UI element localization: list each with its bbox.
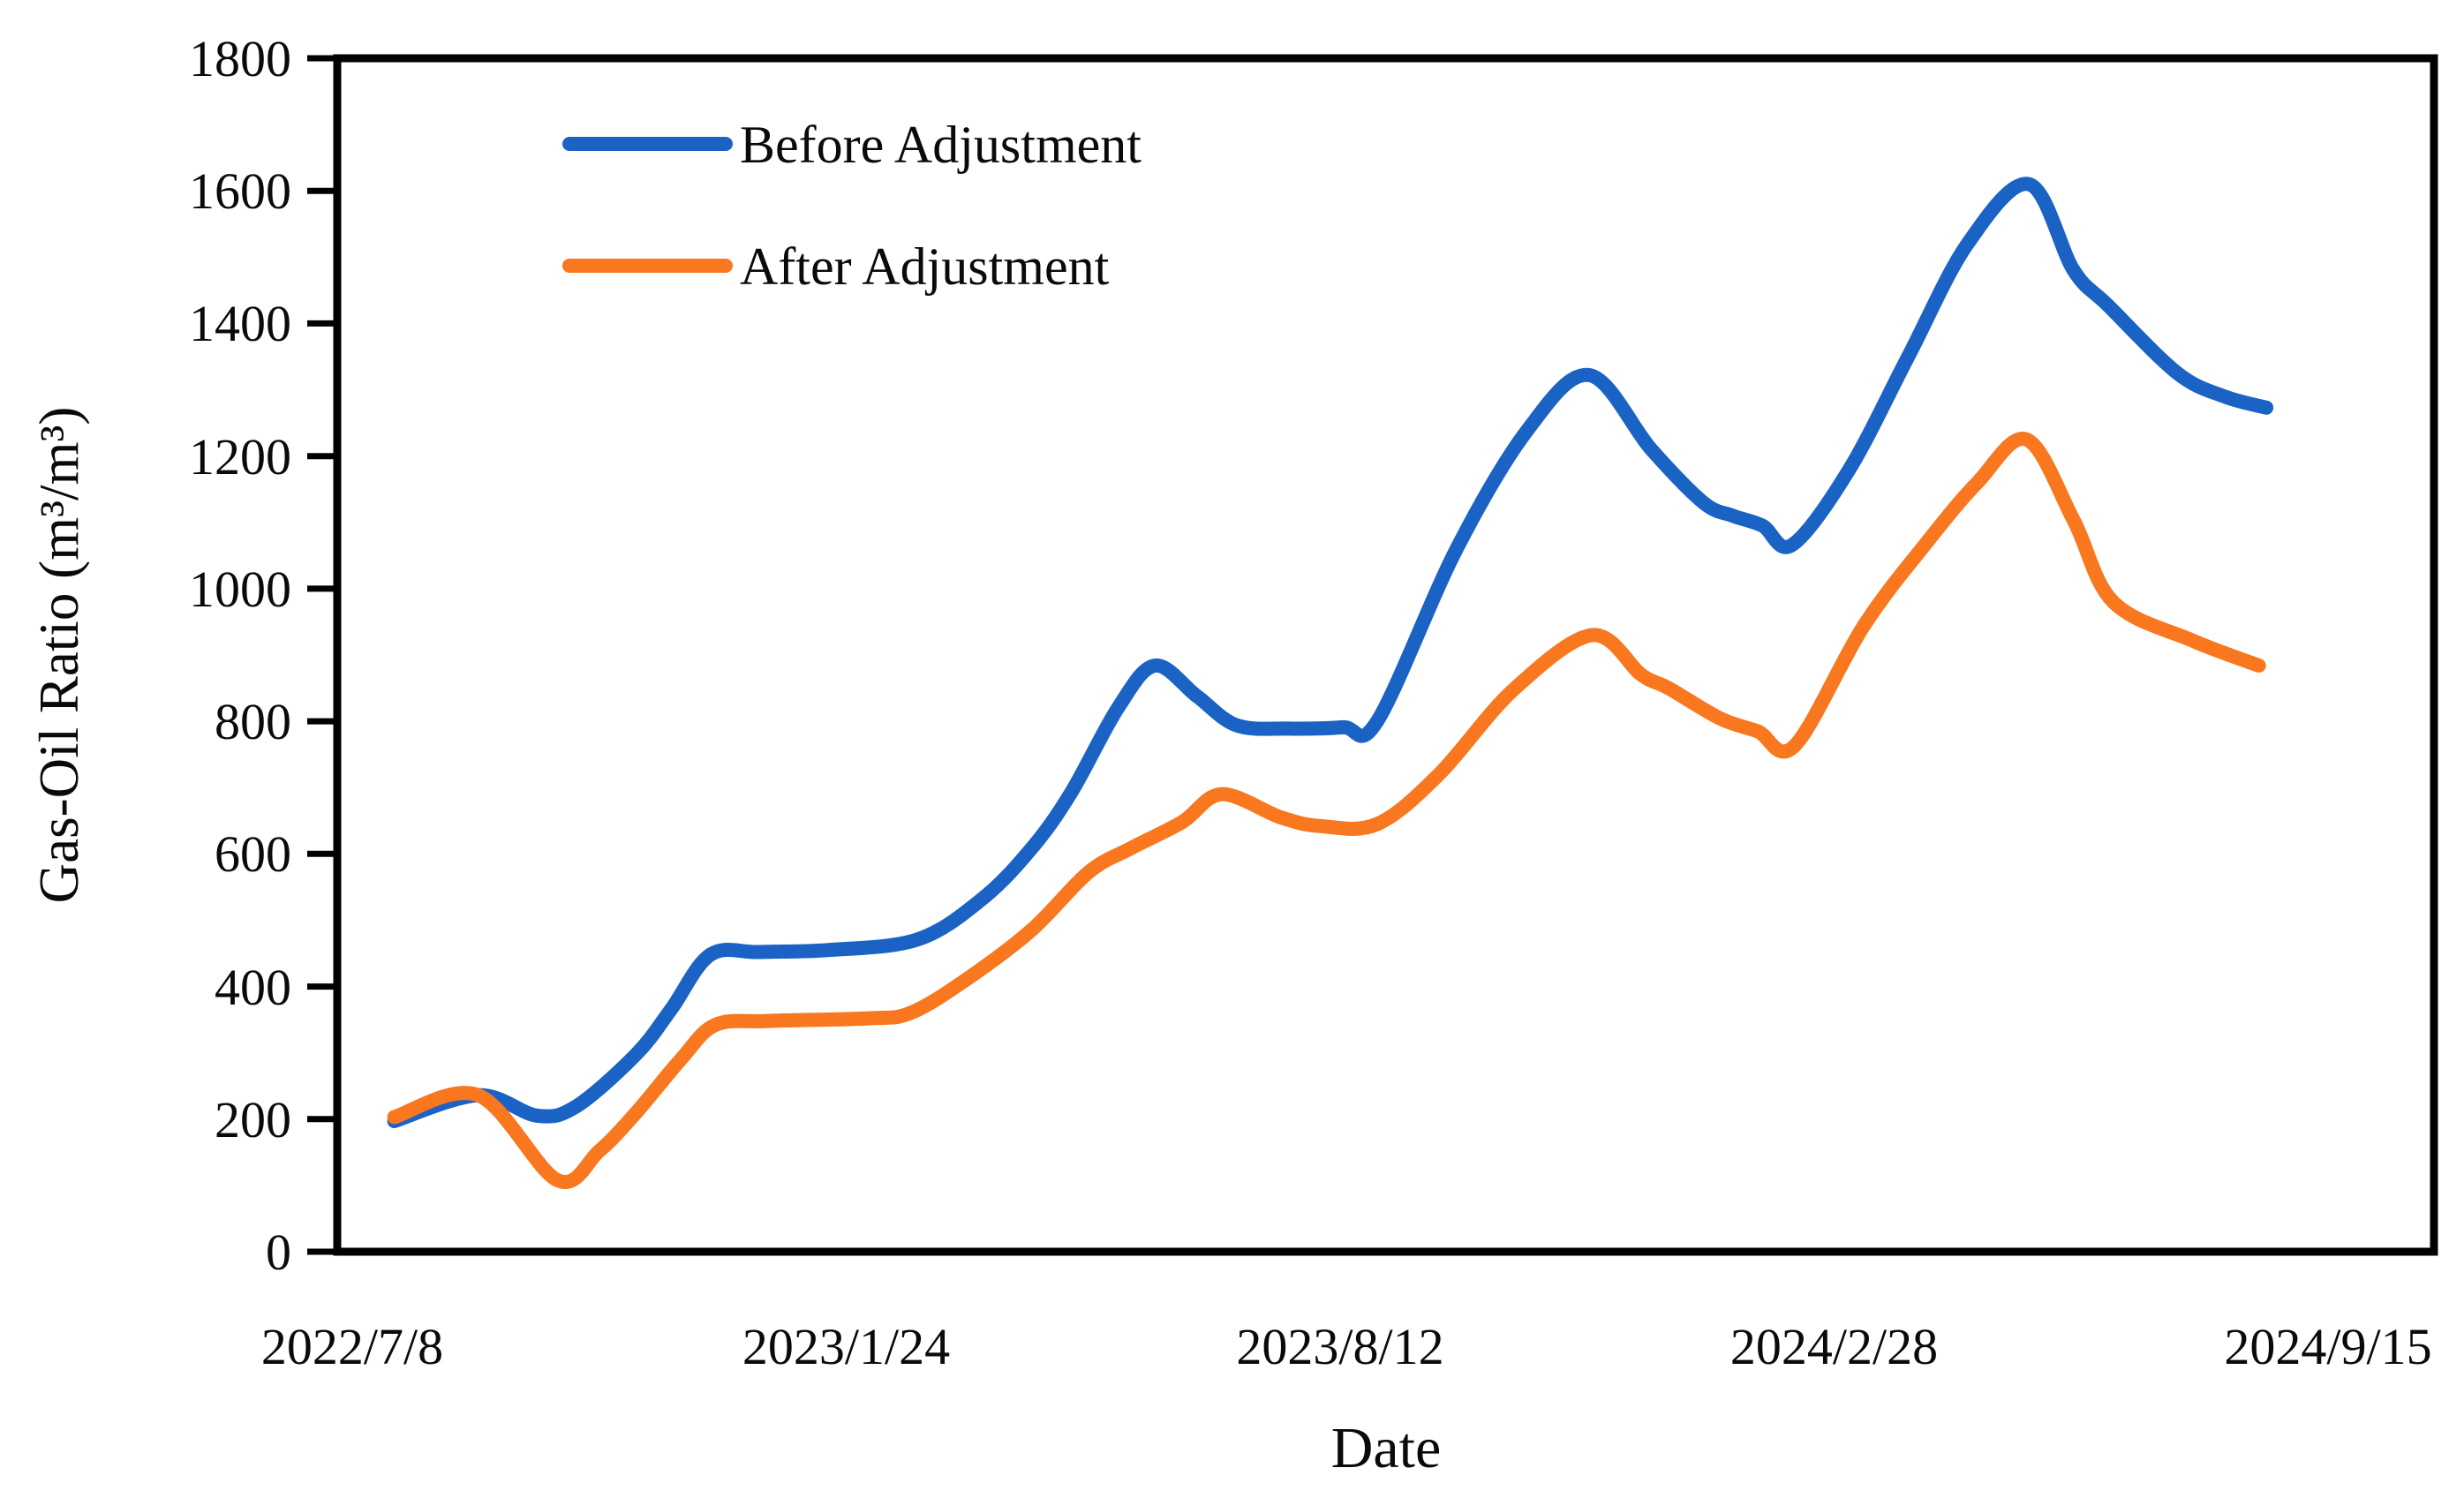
y-tick-600: 600: [215, 825, 291, 883]
plot-border: [333, 54, 2438, 1256]
after-adjustment-legend-label: After Adjustment: [740, 237, 1110, 296]
y-tick-1800: 1800: [189, 30, 291, 87]
x-tick-2: 2023/1/24: [742, 1318, 950, 1375]
x-tick-1: 2022/7/8: [261, 1318, 443, 1375]
legend: Before Adjustment After Adjustment: [562, 116, 1142, 296]
x-tick-5: 2024/9/15: [2224, 1318, 2431, 1375]
y-axis-ticks: [307, 55, 338, 1255]
y-axis-title: Gas-Oil Ratio (m³/m³): [28, 407, 90, 904]
before-adjustment-line: [387, 177, 2274, 1128]
y-tick-800: 800: [215, 693, 291, 750]
y-tick-1200: 1200: [189, 428, 291, 486]
y-tick-0: 0: [266, 1223, 291, 1281]
before-adjustment-legend-label: Before Adjustment: [740, 116, 1142, 174]
x-axis-labels: 2022/7/8 2023/1/24 2023/8/12 2024/2/28 2…: [261, 1318, 2432, 1375]
x-tick-4: 2024/2/28: [1730, 1318, 1938, 1375]
y-tick-200: 200: [215, 1091, 291, 1148]
y-tick-400: 400: [215, 959, 291, 1016]
x-axis-title: Date: [1331, 1416, 1442, 1480]
x-tick-3: 2023/8/12: [1236, 1318, 1443, 1375]
y-tick-1400: 1400: [189, 295, 291, 352]
after-adjustment-line: [387, 432, 2266, 1189]
y-tick-1000: 1000: [189, 561, 291, 618]
y-tick-1600: 1600: [189, 162, 291, 220]
y-axis-labels: 0 200 400 600 800 1000 1200 1400 1600 18…: [189, 30, 291, 1281]
